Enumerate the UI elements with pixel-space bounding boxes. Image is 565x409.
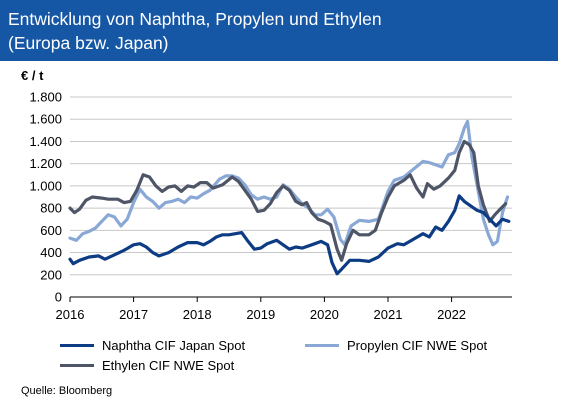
source-note: Quelle: Bloomberg [21, 385, 113, 397]
series-line-naphtha [68, 194, 511, 276]
y-tick-label: 1.200 [29, 156, 62, 171]
chart-header: Entwicklung von Naphtha, Propylen und Et… [0, 0, 558, 61]
y-tick-label: 1.800 [29, 90, 62, 105]
y-tick-label: 200 [40, 267, 62, 282]
y-tick-label: 1.400 [29, 134, 62, 149]
x-tick-label: 2020 [310, 307, 339, 322]
x-tick-label: 2018 [183, 307, 212, 322]
chart-title-line-1: Entwicklung von Naphtha, Propylen und Et… [8, 9, 382, 29]
legend-swatch-ethylen [60, 364, 94, 367]
x-tick-label: 2016 [56, 307, 85, 322]
legend-label-propylen: Propylen CIF NWE Spot [347, 338, 488, 353]
x-tick-label: 2022 [437, 307, 466, 322]
legend-label-ethylen: Ethylen CIF NWE Spot [102, 358, 235, 373]
y-tick-label: 400 [40, 245, 62, 260]
legend-swatch-propylen [305, 344, 339, 347]
y-tick-label: 0 [55, 290, 62, 305]
x-tick-label: 2019 [246, 307, 275, 322]
y-axis-unit-label: € / t [21, 68, 44, 83]
x-tick-label: 2017 [119, 307, 148, 322]
y-tick-label: 800 [40, 201, 62, 216]
legend-item-propylen: Propylen CIF NWE Spot [305, 338, 487, 353]
y-tick-label: 1.000 [29, 178, 62, 193]
legend-swatch-naphtha [60, 344, 94, 347]
y-tick-label: 600 [40, 223, 62, 238]
legend-label-naphtha: Naphtha CIF Japan Spot [102, 338, 246, 353]
legend-item-ethylen: Ethylen CIF NWE Spot [60, 358, 234, 373]
legend-item-naphtha: Naphtha CIF Japan Spot [60, 338, 245, 353]
x-tick-label: 2021 [374, 307, 403, 322]
series-line-ethylen [68, 139, 508, 262]
chart-title-line-2: (Europa bzw. Japan) [8, 33, 169, 53]
y-tick-label: 1.600 [29, 112, 62, 127]
